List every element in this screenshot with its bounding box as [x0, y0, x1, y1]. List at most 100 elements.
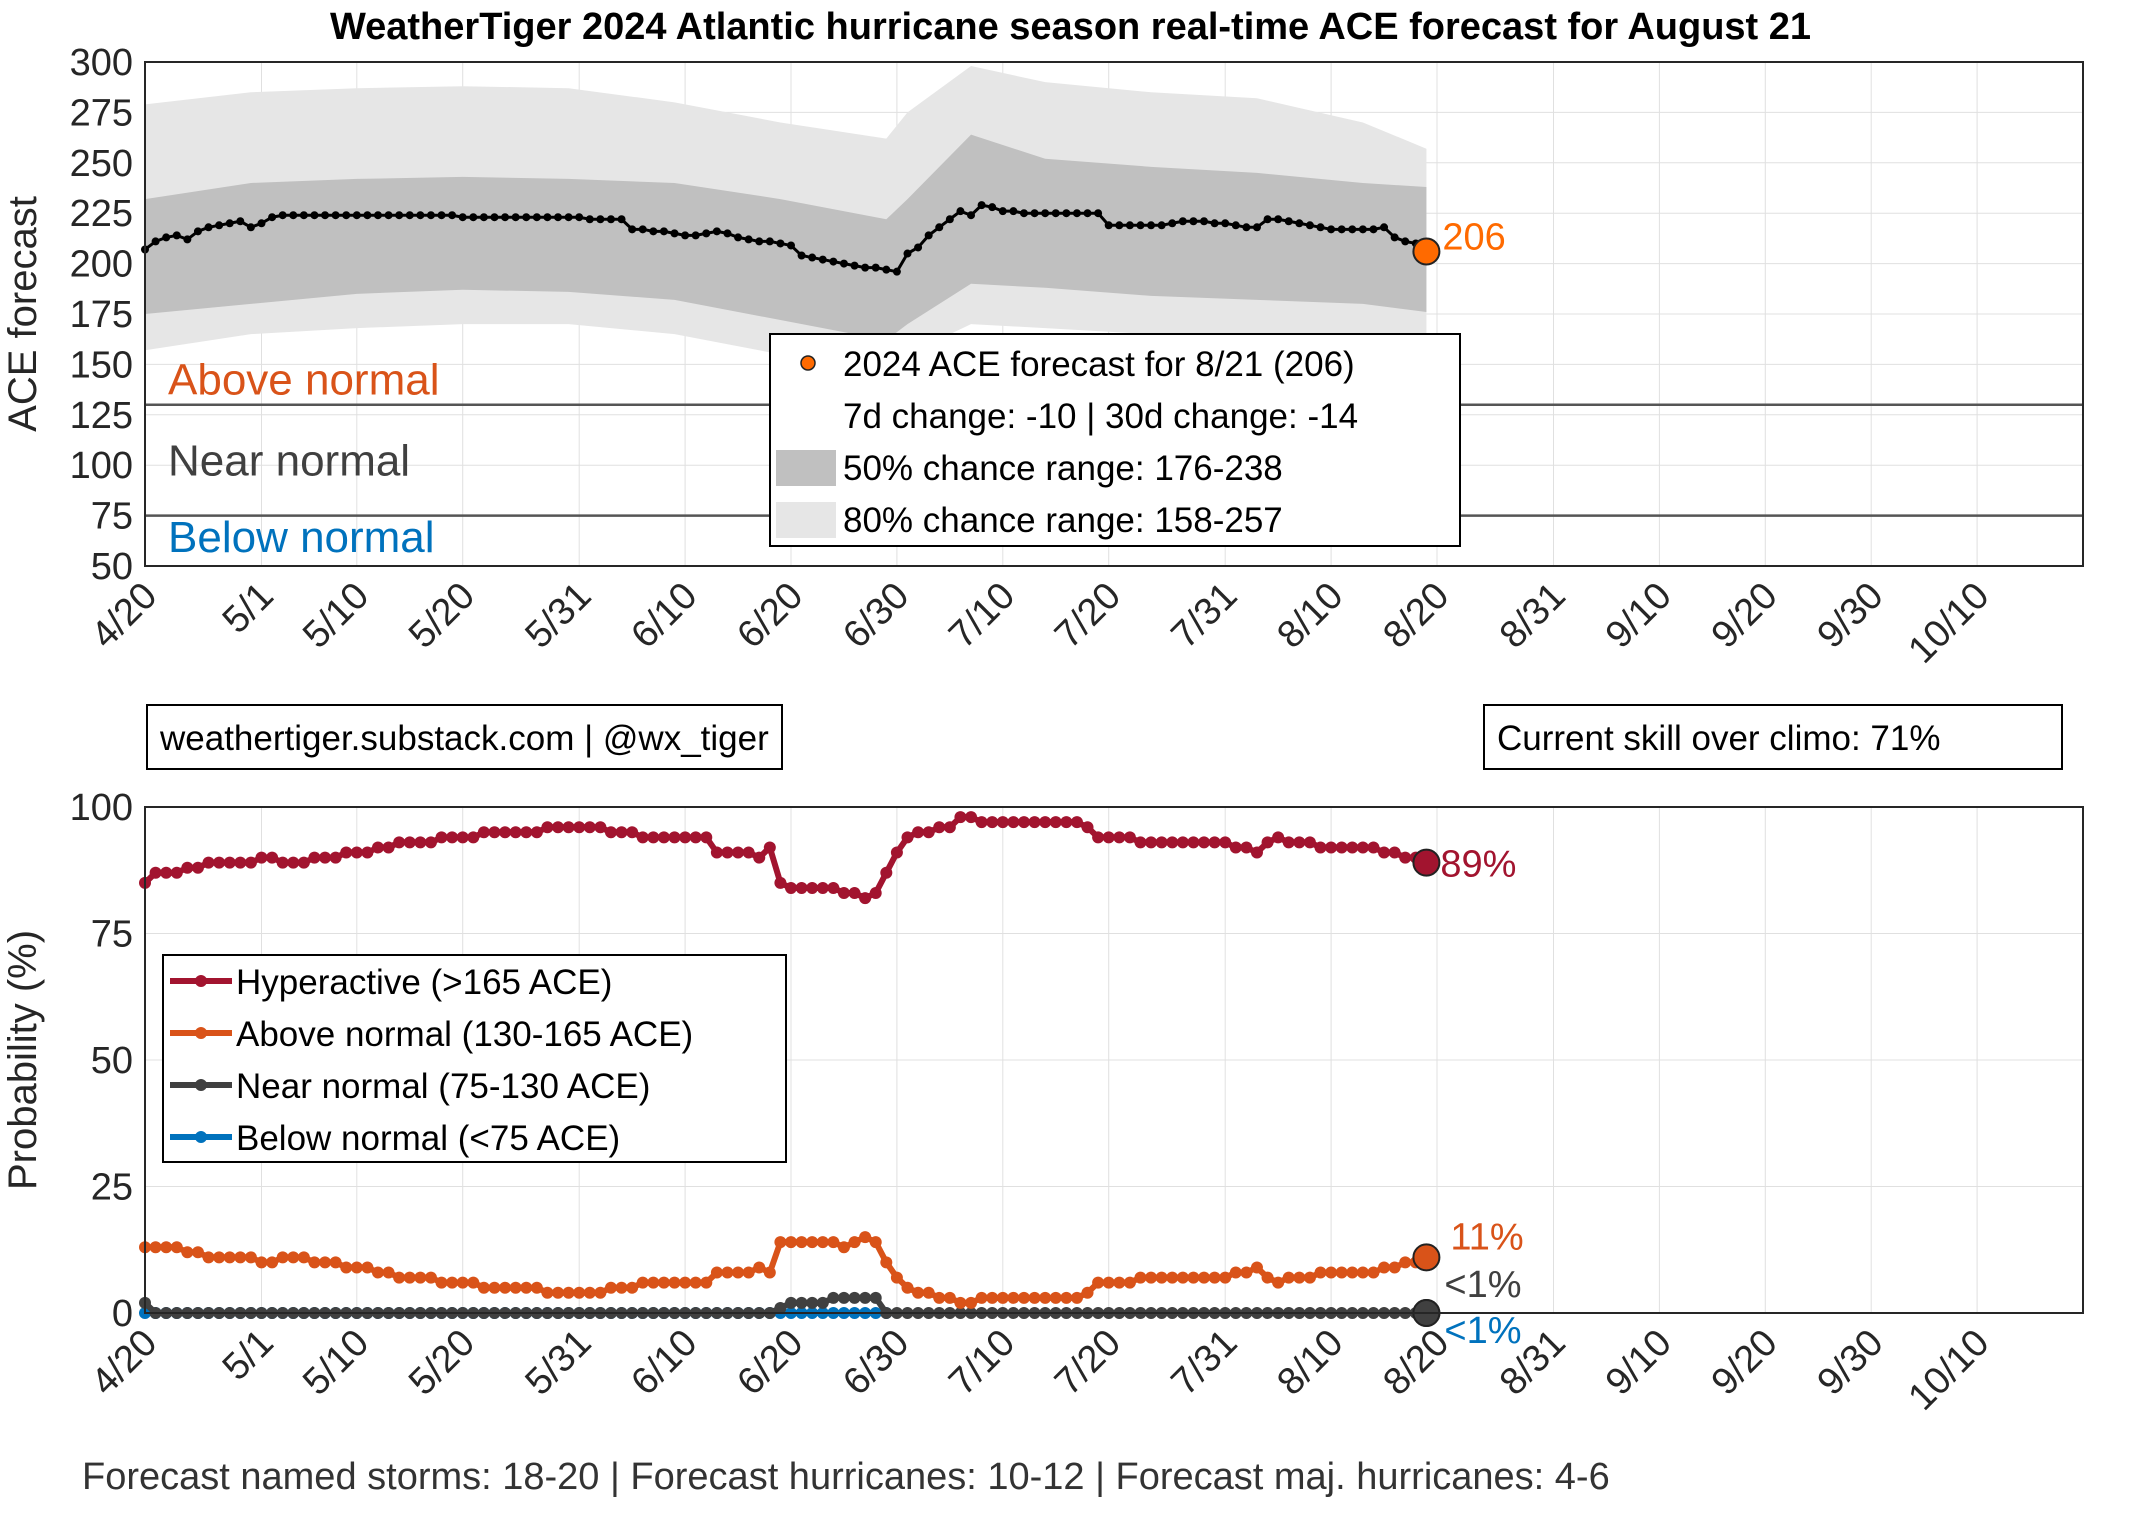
ace-forecast-point — [352, 211, 361, 220]
ace-forecast-point — [1348, 225, 1357, 234]
prob-point — [1081, 1286, 1094, 1299]
ace-forecast-point — [162, 233, 171, 242]
ace-forecast-point — [914, 243, 923, 252]
prob-point — [255, 1256, 268, 1269]
ace-forecast-point — [363, 211, 372, 220]
y-tick-label: 175 — [70, 294, 133, 336]
prob-point — [721, 1266, 734, 1279]
x-tick-label: 6/10 — [623, 1322, 705, 1404]
prob-point — [202, 856, 215, 869]
ace-forecast-point — [1263, 215, 1272, 224]
prob-point — [774, 1236, 787, 1249]
prob-point — [827, 881, 840, 894]
prob-point — [912, 826, 925, 839]
prob-point — [1155, 836, 1168, 849]
prob-legend: Hyperactive (>165 ACE) Above normal (130-… — [162, 954, 787, 1163]
ace-forecast-point — [945, 215, 954, 224]
x-tick-label: 5/31 — [518, 575, 600, 657]
prob-point — [583, 821, 596, 834]
prob-point — [1092, 1276, 1105, 1289]
prob-point — [393, 1271, 406, 1284]
legend-dot-swatch — [195, 1079, 207, 1091]
prob-point — [848, 1291, 861, 1304]
prob-point — [371, 841, 384, 854]
prob-point — [774, 876, 787, 889]
ace-forecast-point — [564, 213, 573, 222]
prob-point — [1145, 836, 1158, 849]
ace-forecast-point — [1051, 209, 1060, 218]
prob-point — [816, 1296, 829, 1309]
prob-point — [488, 1281, 501, 1294]
prob-point — [1187, 1271, 1200, 1284]
ace-forecast-point — [1221, 219, 1230, 228]
prob-point — [424, 1271, 437, 1284]
prob-point — [1229, 841, 1242, 854]
prob-point — [901, 1281, 914, 1294]
ace-forecast-point — [426, 211, 435, 220]
prob-point — [986, 816, 999, 829]
prob-point — [488, 826, 501, 839]
prob-point — [520, 826, 533, 839]
prob-point — [234, 1251, 247, 1264]
ace-forecast-point — [818, 255, 827, 264]
y-tick-label: 50 — [91, 1040, 133, 1082]
ace-forecast-point — [1200, 217, 1209, 226]
ace-forecast-point — [1083, 209, 1092, 218]
ace-forecast-point — [1327, 225, 1336, 234]
prob-point — [446, 831, 459, 844]
prob-point — [170, 1241, 183, 1254]
ace-forecast-point — [1072, 209, 1081, 218]
prob-point — [403, 836, 416, 849]
x-tick-label: 8/31 — [1492, 575, 1574, 657]
ace-forecast-point — [1147, 221, 1156, 230]
prob-point — [859, 1291, 872, 1304]
ace-forecast-point — [437, 211, 446, 220]
x-tick-label: 7/10 — [941, 1322, 1023, 1404]
prob-point — [763, 841, 776, 854]
legend-80-swatch — [776, 502, 836, 538]
prob-point — [912, 1286, 925, 1299]
ace-forecast-point — [1178, 217, 1187, 226]
prob-point — [244, 1251, 257, 1264]
prob-point — [276, 1251, 289, 1264]
ace-forecast-point — [1274, 215, 1283, 224]
category-label: Below normal — [168, 513, 435, 562]
x-tick-label: 5/20 — [401, 575, 483, 657]
prob-point — [1282, 836, 1295, 849]
prob-point — [1060, 816, 1073, 829]
prob-point — [297, 1251, 310, 1264]
prob-point — [795, 1236, 808, 1249]
prob-point — [774, 1301, 787, 1314]
prob-point — [414, 1271, 427, 1284]
prob-point — [1282, 1271, 1295, 1284]
y-tick-label: 50 — [91, 546, 133, 588]
prob-point — [1399, 1256, 1412, 1269]
prob-point — [1060, 1291, 1073, 1304]
prob-point — [181, 861, 194, 874]
prob-point — [191, 1246, 204, 1259]
ace-forecast-point — [1062, 209, 1071, 218]
prob-point — [1123, 831, 1136, 844]
prob-legend-entry: Above normal (130-165 ACE) — [236, 1015, 693, 1054]
prob-point — [965, 1296, 978, 1309]
ace-forecast-point — [977, 201, 986, 210]
prob-point — [266, 1256, 279, 1269]
prob-point — [202, 1251, 215, 1264]
prob-point — [266, 851, 279, 864]
prob-point — [499, 1281, 512, 1294]
prob-point — [340, 846, 353, 859]
prob-point — [1335, 1266, 1348, 1279]
x-tick-label: 10/10 — [1901, 1322, 1998, 1419]
prob-point — [467, 831, 480, 844]
prob-point — [541, 1286, 554, 1299]
prob-point — [1378, 1261, 1391, 1274]
ace-forecast-point — [384, 211, 393, 220]
ace-forecast-point — [744, 235, 753, 244]
prob-point — [1049, 1291, 1062, 1304]
prob-point — [530, 826, 543, 839]
prob-point — [689, 831, 702, 844]
ace-forecast-point — [522, 213, 531, 222]
prob-point — [456, 1276, 469, 1289]
prob-point — [1219, 1271, 1232, 1284]
prob-point — [647, 1276, 660, 1289]
